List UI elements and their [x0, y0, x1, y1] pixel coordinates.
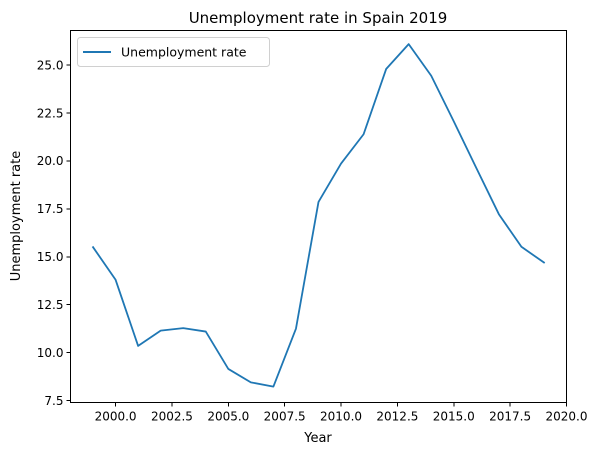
x-axis: 2000.0 2002.5 2005.0 2007.5 2010.0 2012.5 2015…: [95, 402, 588, 424]
x-tick-label: 2000.0: [95, 410, 137, 424]
y-tick-label: 20.0: [37, 154, 64, 168]
series-line-unemployment-rate: [91, 43, 546, 388]
y-tick-label: 7.5: [44, 394, 63, 408]
y-axis: 7.5 10.0 12.5 15.0 17.5 20.0 22.5 25.0: [37, 58, 71, 408]
x-tick-label: 2010.0: [320, 410, 362, 424]
y-tick-label: 17.5: [37, 202, 64, 216]
x-tick-label: 2015.0: [433, 410, 475, 424]
legend-label-unemployment-rate: Unemployment rate: [121, 45, 247, 60]
x-tick-label: 2002.5: [151, 410, 193, 424]
chart-title: Unemployment rate in Spain 2019: [189, 9, 448, 27]
x-tick-label: 2007.5: [264, 410, 306, 424]
x-tick-label: 2012.5: [376, 410, 418, 424]
plot-frame: [70, 30, 567, 403]
y-tick-label: 25.0: [37, 58, 64, 72]
y-tick-label: 10.0: [37, 346, 64, 360]
x-tick-label: 2020.0: [546, 410, 588, 424]
y-axis-label: Unemployment rate: [9, 151, 24, 281]
x-tick-label: 2005.0: [207, 410, 249, 424]
y-tick-label: 15.0: [37, 250, 64, 264]
series-layer: [91, 43, 546, 388]
x-axis-label: Year: [303, 431, 332, 446]
y-tick-label: 12.5: [37, 298, 64, 312]
legend-box: [77, 37, 270, 67]
x-tick-label: 2017.5: [489, 410, 531, 424]
plot-area: [70, 30, 567, 403]
y-tick-label: 22.5: [37, 106, 64, 120]
legend: Unemployment rate: [77, 37, 270, 67]
